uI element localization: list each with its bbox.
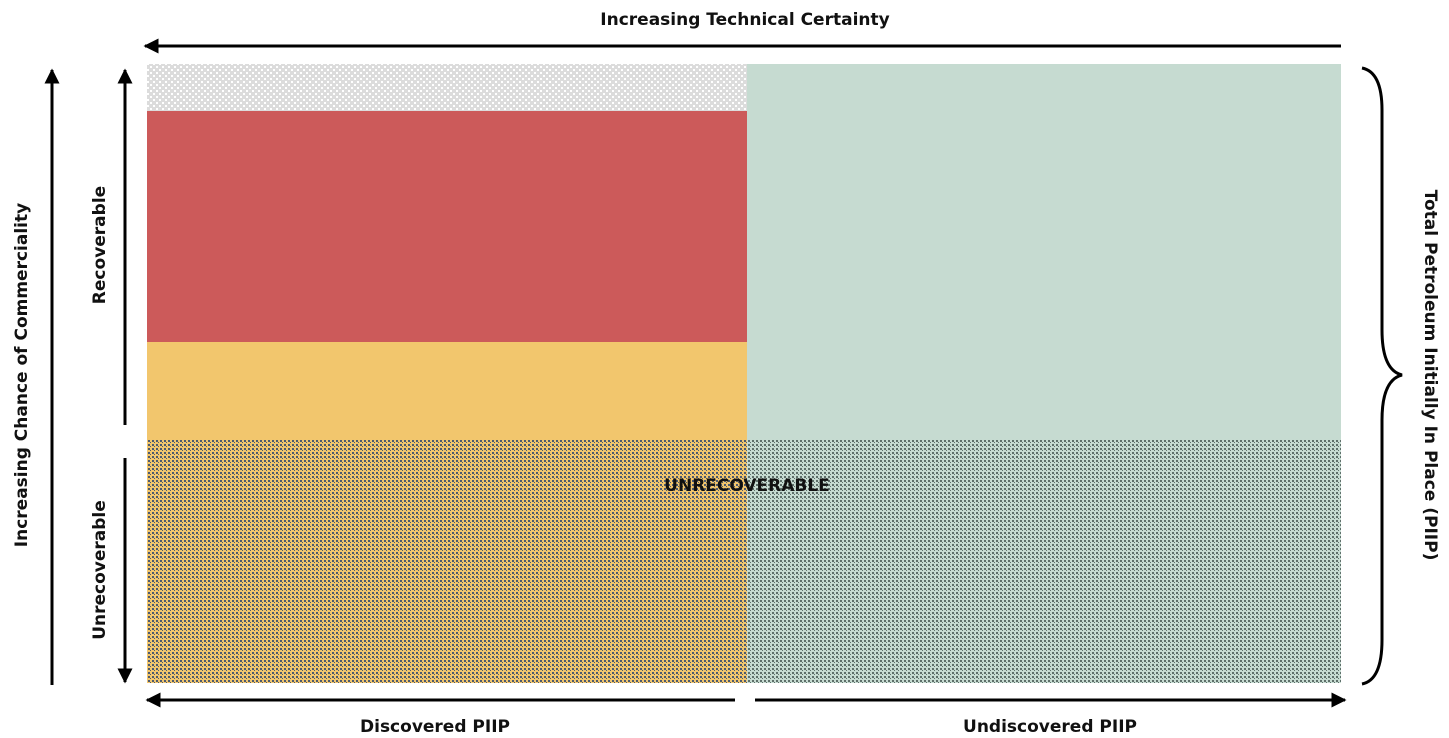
row-label: Unrecoverable: [90, 500, 110, 640]
brace: [1361, 66, 1403, 686]
row-label: Recoverable: [90, 186, 110, 304]
column-label: Discovered PIIP: [360, 717, 510, 737]
center-label: UNRECOVERABLE: [664, 476, 830, 496]
region-green: [747, 64, 1341, 440]
column-label: Undiscovered PIIP: [963, 717, 1137, 737]
region-red: [147, 111, 747, 342]
region-green-hatched: [747, 440, 1341, 683]
left-axis-label: Increasing Chance of Commerciality: [12, 203, 32, 547]
top-axis-label: Increasing Technical Certainty: [600, 10, 889, 30]
right-label: Total Petroleum Initially In Place (PIIP…: [1420, 190, 1440, 561]
region-gray: [147, 64, 747, 111]
region-yellow-hatched: [147, 440, 747, 683]
region-yellow: [147, 342, 747, 440]
